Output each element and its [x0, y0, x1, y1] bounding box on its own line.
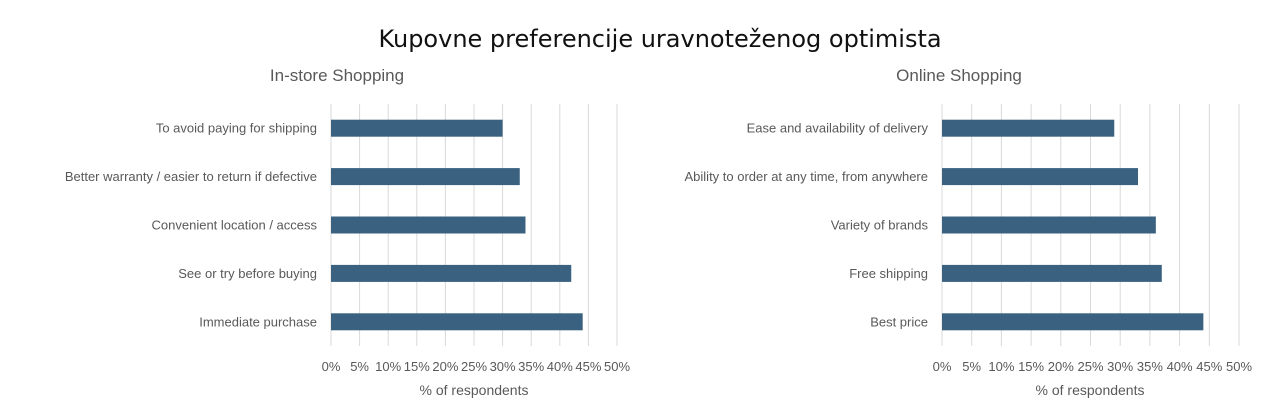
x-tick-label: 5%	[350, 359, 369, 374]
bar-online	[942, 313, 1204, 331]
bars-in-store	[331, 119, 583, 331]
tick-labels-online: 0% 5% 10% 15% 20% 25% 30% 35% 40% 45% 50%	[933, 359, 1253, 374]
tick-labels-in-store: 0% 5% 10% 15% 20% 25% 30% 35% 40% 45% 50%	[322, 359, 631, 374]
category-labels-in-store: To avoid paying for shipping Better warra…	[65, 121, 318, 330]
chart-panel-in-store: In-store Shopping To avoid paying for sh…	[65, 66, 631, 398]
x-axis-title-online: % of respondents	[1036, 382, 1145, 398]
x-tick-label: 45%	[1196, 359, 1222, 374]
bar-in-store	[331, 119, 503, 137]
x-tick-label: 30%	[490, 359, 516, 374]
x-tick-label: 20%	[432, 359, 458, 374]
x-tick-label: 15%	[404, 359, 430, 374]
x-tick-label: 5%	[962, 359, 981, 374]
x-axis-title-in-store: % of respondents	[420, 382, 529, 398]
category-label: To avoid paying for shipping	[156, 121, 317, 136]
x-tick-label: 35%	[1137, 359, 1163, 374]
x-tick-label: 10%	[988, 359, 1014, 374]
x-tick-label: 45%	[575, 359, 601, 374]
category-labels-online: Ease and availability of delivery Ability…	[685, 121, 929, 330]
x-tick-label: 20%	[1048, 359, 1074, 374]
category-label: Convenient location / access	[152, 218, 318, 233]
x-tick-label: 0%	[933, 359, 952, 374]
chart-main-title: Kupovne preferencije uravnoteženog optim…	[378, 25, 941, 53]
x-tick-label: 40%	[1167, 359, 1193, 374]
x-tick-label: 10%	[375, 359, 401, 374]
bar-in-store	[331, 216, 526, 234]
category-label: Variety of brands	[831, 218, 929, 233]
x-tick-label: 35%	[518, 359, 544, 374]
category-label: Best price	[870, 314, 928, 329]
bar-online	[942, 119, 1115, 137]
x-tick-label: 50%	[604, 359, 630, 374]
panel-title-in-store: In-store Shopping	[270, 66, 404, 85]
bar-online	[942, 216, 1156, 234]
x-tick-label: 30%	[1107, 359, 1133, 374]
bar-in-store	[331, 313, 583, 331]
category-label: Free shipping	[849, 266, 928, 281]
category-label: See or try before buying	[178, 266, 317, 281]
bar-in-store	[331, 264, 572, 282]
bar-online	[942, 264, 1162, 282]
bar-online	[942, 168, 1139, 186]
category-label: Better warranty / easier to return if de…	[65, 169, 317, 184]
x-tick-label: 15%	[1018, 359, 1044, 374]
x-tick-label: 50%	[1226, 359, 1252, 374]
category-label: Immediate purchase	[199, 314, 317, 329]
x-tick-label: 0%	[322, 359, 341, 374]
x-tick-label: 25%	[1077, 359, 1103, 374]
category-label: Ease and availability of delivery	[747, 121, 929, 136]
x-tick-label: 25%	[461, 359, 487, 374]
bar-in-store	[331, 168, 520, 186]
panel-title-online: Online Shopping	[896, 66, 1022, 85]
x-tick-label: 40%	[547, 359, 573, 374]
bars-online	[942, 119, 1204, 331]
category-label: Ability to order at any time, from anywh…	[685, 169, 929, 184]
chart-panel-online: Online Shopping Ease and availability of…	[685, 66, 1253, 398]
